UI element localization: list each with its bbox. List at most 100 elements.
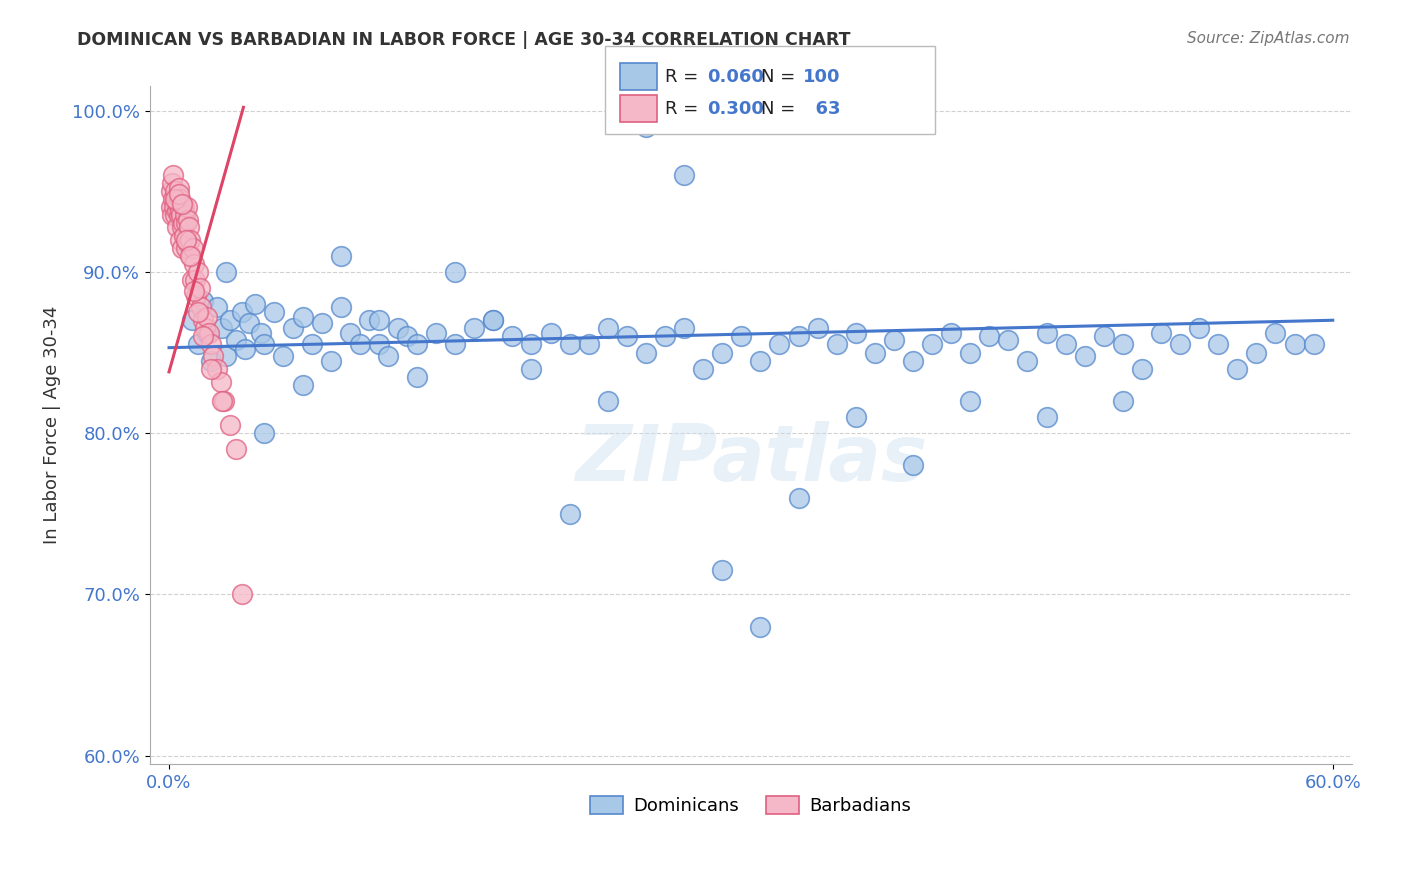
Point xyxy=(616,329,638,343)
Point xyxy=(520,361,543,376)
Legend: Dominicans, Barbadians: Dominicans, Barbadians xyxy=(583,789,918,822)
Point xyxy=(163,208,186,222)
Point xyxy=(291,377,314,392)
Point xyxy=(596,321,619,335)
Point xyxy=(482,313,505,327)
Point xyxy=(187,337,209,351)
Point xyxy=(863,345,886,359)
Point xyxy=(406,369,429,384)
Point xyxy=(1150,326,1173,340)
Point xyxy=(711,345,734,359)
Point xyxy=(901,353,924,368)
Point xyxy=(349,337,371,351)
Point xyxy=(179,233,201,247)
Point xyxy=(177,219,200,234)
Point xyxy=(160,200,183,214)
Point xyxy=(425,326,447,340)
Point xyxy=(692,361,714,376)
Point xyxy=(165,192,187,206)
Point xyxy=(169,233,191,247)
Point xyxy=(163,200,186,214)
Point xyxy=(673,321,696,335)
Text: 63: 63 xyxy=(803,100,841,118)
Point xyxy=(281,321,304,335)
Point xyxy=(162,168,184,182)
Point xyxy=(921,337,943,351)
Text: Source: ZipAtlas.com: Source: ZipAtlas.com xyxy=(1187,31,1350,46)
Text: R =: R = xyxy=(665,100,704,118)
Point xyxy=(339,326,361,340)
Point xyxy=(749,353,772,368)
Text: DOMINICAN VS BARBADIAN IN LABOR FORCE | AGE 30-34 CORRELATION CHART: DOMINICAN VS BARBADIAN IN LABOR FORCE | … xyxy=(77,31,851,49)
Point xyxy=(1073,349,1095,363)
Point xyxy=(193,313,215,327)
Point xyxy=(673,168,696,182)
Point xyxy=(482,313,505,327)
Point xyxy=(198,326,221,340)
Point xyxy=(1112,337,1135,351)
Point xyxy=(1226,361,1249,376)
Point xyxy=(184,273,207,287)
Point xyxy=(211,321,233,335)
Point xyxy=(172,219,194,234)
Point xyxy=(634,120,657,134)
Point xyxy=(243,297,266,311)
Point xyxy=(787,329,810,343)
Point xyxy=(181,313,204,327)
Point xyxy=(730,329,752,343)
Point xyxy=(845,326,868,340)
Point xyxy=(225,333,247,347)
Point xyxy=(163,192,186,206)
Point xyxy=(1112,393,1135,408)
Text: 0.300: 0.300 xyxy=(707,100,763,118)
Point xyxy=(367,313,389,327)
Point xyxy=(959,393,981,408)
Point xyxy=(169,192,191,206)
Point xyxy=(749,620,772,634)
Point xyxy=(711,563,734,577)
Point xyxy=(377,349,399,363)
Point xyxy=(172,197,194,211)
Text: ZIPatlas: ZIPatlas xyxy=(575,421,927,497)
Point xyxy=(173,200,195,214)
Point xyxy=(200,353,222,368)
Point xyxy=(807,321,830,335)
Point xyxy=(211,393,233,408)
Point xyxy=(768,337,790,351)
Point xyxy=(187,305,209,319)
Point xyxy=(187,265,209,279)
Point xyxy=(195,326,218,340)
Point xyxy=(301,337,323,351)
Point xyxy=(176,200,198,214)
Point xyxy=(219,418,242,433)
Text: 100: 100 xyxy=(803,68,841,86)
Point xyxy=(173,229,195,244)
Point xyxy=(359,313,381,327)
Point xyxy=(214,393,236,408)
Point xyxy=(160,184,183,198)
Point xyxy=(181,241,204,255)
Point xyxy=(540,326,562,340)
Point xyxy=(558,337,581,351)
Point xyxy=(273,349,295,363)
Point xyxy=(845,410,868,425)
Point xyxy=(167,208,190,222)
Point xyxy=(311,317,333,331)
Point xyxy=(883,333,905,347)
Point xyxy=(501,329,523,343)
Point xyxy=(190,301,212,315)
Point xyxy=(1206,337,1229,351)
Point xyxy=(179,249,201,263)
Point xyxy=(1264,326,1286,340)
Point xyxy=(231,305,253,319)
Point xyxy=(194,321,217,335)
Point xyxy=(193,293,215,308)
Point xyxy=(215,265,238,279)
Point xyxy=(1284,337,1306,351)
Point xyxy=(163,184,186,198)
Point xyxy=(558,507,581,521)
Point xyxy=(329,249,352,263)
Point xyxy=(209,375,232,389)
Point xyxy=(215,349,238,363)
Point xyxy=(174,233,197,247)
